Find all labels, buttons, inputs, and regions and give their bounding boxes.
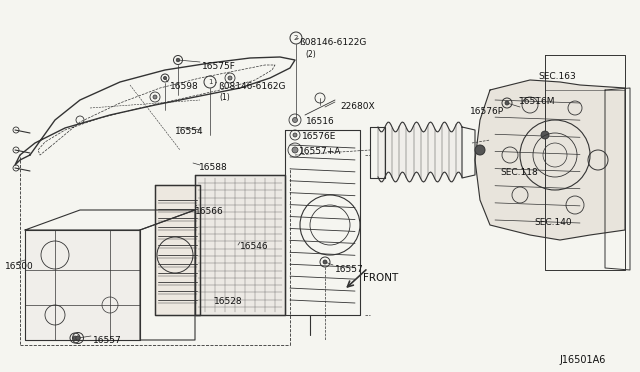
Circle shape [293, 133, 297, 137]
Circle shape [228, 76, 232, 80]
Text: 16516: 16516 [306, 117, 335, 126]
Text: 16557: 16557 [335, 265, 364, 274]
Text: FRONT: FRONT [363, 273, 398, 283]
Circle shape [76, 336, 80, 340]
Circle shape [541, 131, 549, 139]
Text: 16557: 16557 [93, 336, 122, 345]
Text: 16557+A: 16557+A [299, 147, 341, 156]
Text: 22680X: 22680X [340, 102, 374, 111]
Text: (2): (2) [305, 50, 316, 59]
Circle shape [323, 260, 327, 264]
Text: SEC.118: SEC.118 [500, 168, 538, 177]
Text: 16576E: 16576E [302, 132, 337, 141]
Circle shape [153, 95, 157, 99]
Text: J16501A6: J16501A6 [559, 355, 605, 365]
Circle shape [163, 76, 166, 80]
Text: 16566: 16566 [195, 207, 224, 216]
Text: 16588: 16588 [199, 163, 228, 172]
Text: ß08146-6162G: ß08146-6162G [218, 82, 285, 91]
Text: 16500: 16500 [5, 262, 34, 271]
Text: 16554: 16554 [175, 127, 204, 136]
Text: SEC.140: SEC.140 [534, 218, 572, 227]
Text: (1): (1) [219, 93, 230, 102]
Circle shape [176, 58, 180, 62]
Text: 16576P: 16576P [470, 107, 504, 116]
Text: 16528: 16528 [214, 297, 243, 306]
Text: 16598: 16598 [170, 82, 199, 91]
Text: SEC.163: SEC.163 [538, 72, 576, 81]
Text: 16546: 16546 [240, 242, 269, 251]
Polygon shape [155, 185, 200, 315]
Circle shape [292, 118, 298, 122]
Text: 2: 2 [294, 35, 298, 41]
Text: ß08146-6122G: ß08146-6122G [299, 38, 366, 47]
Text: 16575F: 16575F [202, 62, 236, 71]
Circle shape [292, 147, 298, 153]
Polygon shape [25, 230, 140, 340]
Circle shape [505, 101, 509, 105]
Text: 16516M: 16516M [519, 97, 556, 106]
Circle shape [475, 145, 485, 155]
Polygon shape [195, 175, 285, 315]
Circle shape [73, 336, 77, 340]
Polygon shape [475, 80, 625, 240]
Text: 1: 1 [208, 79, 212, 85]
